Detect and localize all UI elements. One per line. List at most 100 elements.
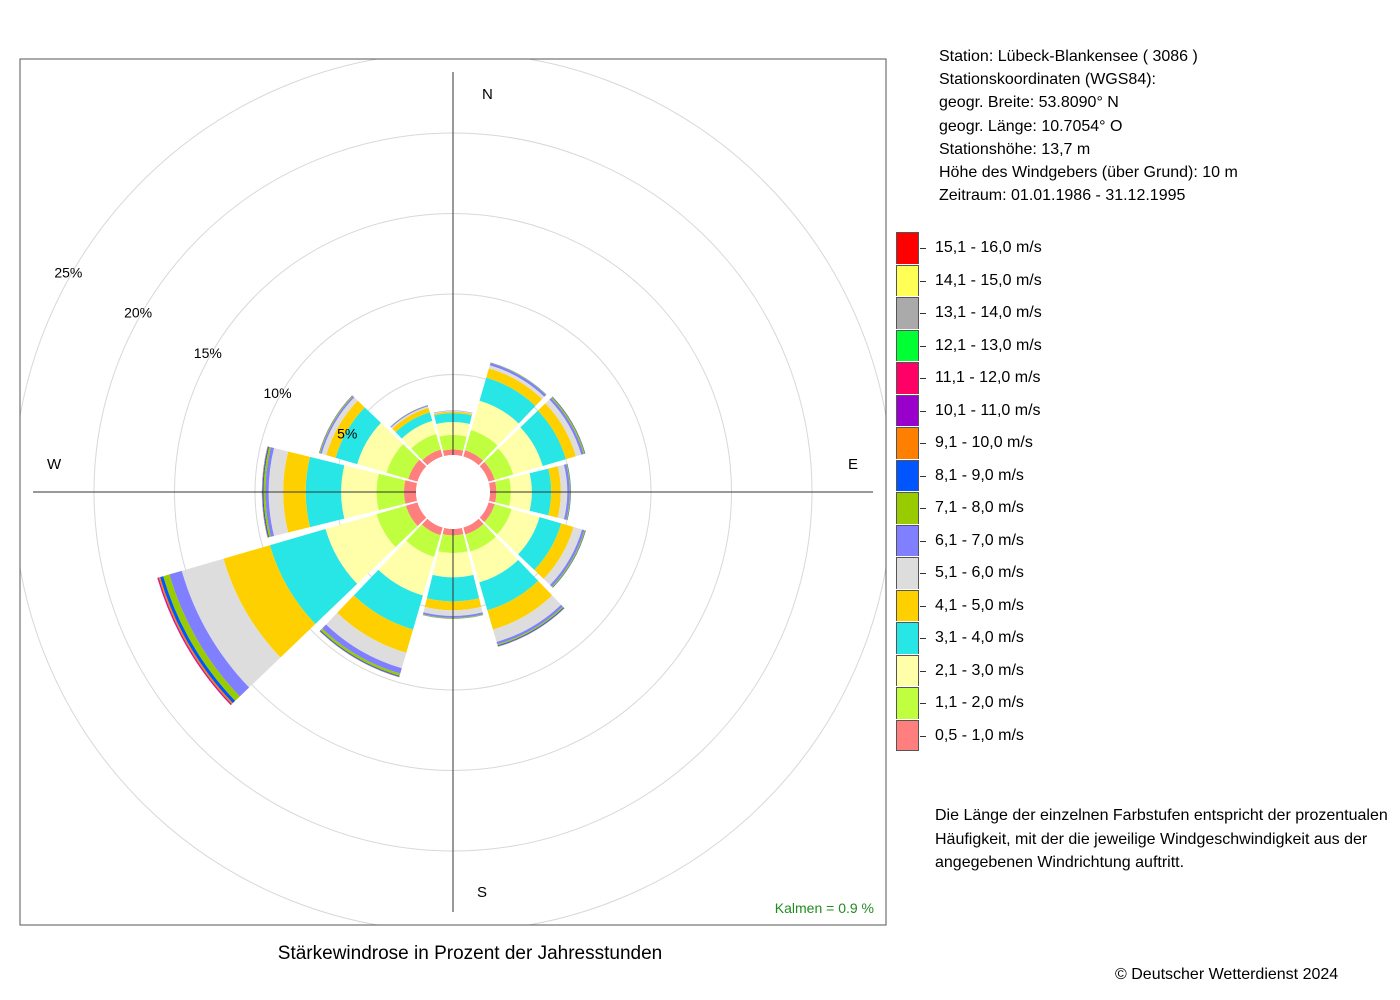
legend-item: 4,1 - 5,0 m/s <box>896 589 1196 623</box>
sector-0-class-5 <box>433 410 473 414</box>
legend-tick <box>920 475 926 477</box>
sector-60-class-2 <box>498 427 543 475</box>
legend-swatch <box>896 687 919 719</box>
ring-label-15: 15% <box>194 345 222 361</box>
legend-item: 11,1 - 12,0 m/s <box>896 362 1196 395</box>
sector-120-class-5 <box>543 527 583 586</box>
sector-240-class-2 <box>325 514 396 584</box>
sector-30-class-1 <box>465 430 498 461</box>
sector-120-class-0 <box>479 502 495 523</box>
legend-label: 9,1 - 10,0 m/s <box>935 434 1033 451</box>
sector-120-class-3 <box>518 517 562 570</box>
sector-180-class-7 <box>422 614 484 619</box>
ring-label-10: 10% <box>264 385 292 401</box>
sector-300-class-3 <box>335 407 381 465</box>
sector-300-class-5 <box>321 397 358 456</box>
sector-330-class-1 <box>411 434 441 461</box>
anemometer-height: Höhe des Windgebers (über Grund): 10 m <box>939 164 1238 182</box>
sector-150-class-3 <box>479 559 539 611</box>
sector-30-class-3 <box>479 377 536 424</box>
sector-30-class-6 <box>489 362 547 397</box>
sector-120-class-1 <box>484 504 512 535</box>
legend-swatch <box>896 427 919 459</box>
station-info: Station: Lübeck-Blankensee ( 3086 ) Stat… <box>939 45 1238 207</box>
sector-210-class-1 <box>406 524 441 557</box>
sector-210-class-4 <box>337 595 414 653</box>
legend-note: Die Länge der einzelnen Farbstufen entsp… <box>935 807 1388 871</box>
legend-label: 1,1 - 2,0 m/s <box>935 694 1024 711</box>
sector-330-class-4 <box>392 407 430 433</box>
station-longitude: geogr. Länge: 10.7054° O <box>939 117 1123 135</box>
sector-240-class-7 <box>163 574 240 701</box>
sector-270-class-9 <box>262 446 269 538</box>
legend-tick <box>920 345 926 347</box>
sector-120-class-2 <box>497 509 540 555</box>
legend-label: 2,1 - 3,0 m/s <box>935 661 1024 679</box>
sector-240-class-6 <box>169 570 250 697</box>
legend-item: 3,1 - 4,0 m/s <box>896 622 1196 655</box>
sector-300-class-1 <box>386 444 420 479</box>
station-latitude: geogr. Breite: 53.8090° N <box>939 94 1119 112</box>
time-period: Zeitraum: 01.01.1986 - 31.12.1995 <box>939 187 1186 205</box>
sector-0-class-4 <box>433 411 473 416</box>
sector-180-class-6 <box>422 612 484 618</box>
legend-item: 0,5 - 1,0 m/s <box>896 719 1196 753</box>
legend-item: 9,1 - 10,0 m/s <box>896 427 1196 460</box>
legend-tick <box>920 248 926 249</box>
legend-swatch <box>896 492 919 524</box>
sector-270-class-10 <box>261 446 268 538</box>
sector-120-class-4 <box>534 523 574 579</box>
station-coords-heading: Stationskoordinaten (WGS84): <box>939 71 1156 89</box>
legend-label: 0,5 - 1,0 m/s <box>935 726 1024 744</box>
sector-30-class-5 <box>488 365 545 400</box>
sector-30-class-0 <box>463 450 484 466</box>
direction-label-e: E <box>848 456 858 473</box>
legend-swatch <box>896 459 919 491</box>
sector-240-class-5 <box>181 558 281 688</box>
legend-tick <box>920 313 926 314</box>
legend-swatch <box>896 329 919 361</box>
ring-label-25: 25% <box>54 264 82 280</box>
legend-swatch <box>896 394 919 426</box>
legend-swatch <box>896 654 919 686</box>
sector-210-class-6 <box>322 624 402 674</box>
plot-frame <box>19 58 887 926</box>
ring-labels: 5% 10% 15% 20% 25% <box>54 264 357 441</box>
sector-240-class-3 <box>269 529 358 625</box>
sector-180-class-8 <box>422 615 484 619</box>
wind-rose-svg: 5% 10% 15% 20% 25% N E S W Kalmen = 0.9 % <box>19 58 887 926</box>
sector-240-class-0 <box>405 502 427 526</box>
legend-tick <box>920 670 926 672</box>
legend-swatch <box>896 232 919 264</box>
sector-30-class-2 <box>470 400 519 446</box>
legend-item: 13,1 - 14,0 m/s <box>896 297 1196 330</box>
legend-tick <box>920 638 926 639</box>
legend-tick <box>920 735 926 737</box>
sector-150-class-6 <box>496 604 563 645</box>
legend-item: 14,1 - 15,0 m/s <box>896 264 1196 298</box>
legend-item: 5,1 - 6,0 m/s <box>896 557 1196 590</box>
legend-swatch <box>896 622 919 654</box>
legend-tick <box>920 443 926 444</box>
legend-item: 6,1 - 7,0 m/s <box>896 524 1196 558</box>
wind-sectors <box>157 362 586 706</box>
sector-270-class-6 <box>265 447 275 537</box>
direction-label-n: N <box>482 86 493 103</box>
sector-150-class-0 <box>463 518 484 535</box>
sector-240-class-4 <box>223 545 316 658</box>
legend-item: 10,1 - 11,0 m/s <box>896 394 1196 428</box>
sector-210-class-3 <box>353 569 423 630</box>
sector-300-class-0 <box>408 459 427 482</box>
direction-label-w: W <box>47 456 62 473</box>
station-altitude: Stationshöhe: 13,7 m <box>939 140 1091 158</box>
legend-tick <box>920 703 926 704</box>
legend-item: 8,1 - 9,0 m/s <box>896 459 1196 493</box>
sector-300-class-2 <box>357 422 404 473</box>
legend-tick <box>920 280 926 282</box>
sector-90-class-7 <box>566 463 571 521</box>
wind-rose-plot: 5% 10% 15% 20% 25% N E S W Kalmen = 0.9 % <box>19 58 887 926</box>
legend-item: 1,1 - 2,0 m/s <box>896 687 1196 720</box>
legend-label: 15,1 - 16,0 m/s <box>935 239 1042 256</box>
legend-label: 8,1 - 9,0 m/s <box>935 466 1024 484</box>
sector-60-class-6 <box>549 397 584 455</box>
